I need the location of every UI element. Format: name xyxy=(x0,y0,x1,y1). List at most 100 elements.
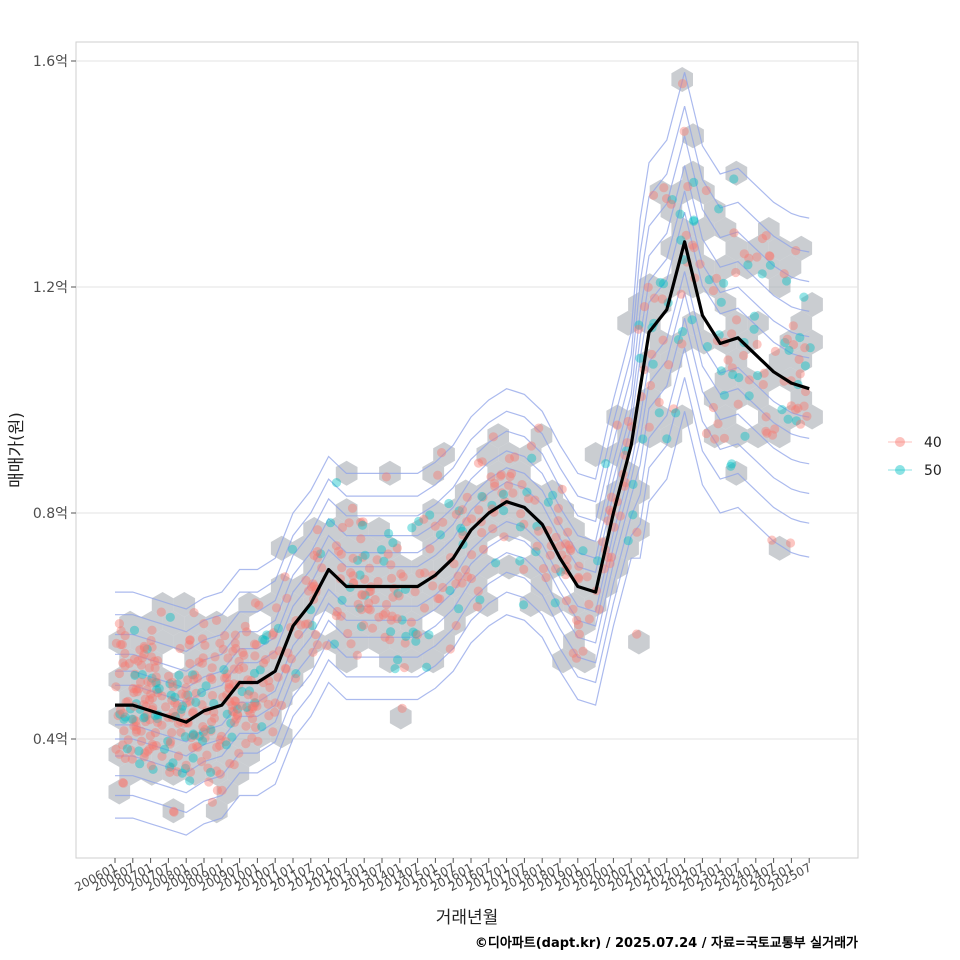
point-series-40 xyxy=(400,638,410,648)
legend-label: 40 xyxy=(924,435,942,451)
point-series-40 xyxy=(233,711,243,721)
point-series-40 xyxy=(222,669,232,679)
point-series-40 xyxy=(764,251,775,261)
point-series-40 xyxy=(300,619,310,629)
point-series-40 xyxy=(203,763,213,773)
point-series-40 xyxy=(791,405,801,415)
point-series-50 xyxy=(522,487,532,497)
point-series-40 xyxy=(131,716,141,726)
point-series-40 xyxy=(394,591,404,601)
point-series-50 xyxy=(260,635,270,645)
hexbin-cell xyxy=(325,592,347,617)
hexbin-cell xyxy=(281,592,304,617)
point-series-40 xyxy=(752,339,762,349)
point-series-50 xyxy=(170,692,180,702)
point-series-40 xyxy=(332,606,342,617)
hexbin-cell xyxy=(801,404,823,430)
point-series-40 xyxy=(140,748,150,758)
point-series-40 xyxy=(303,586,314,596)
point-series-40 xyxy=(245,709,255,719)
hexbin-cell xyxy=(714,404,737,430)
point-series-40 xyxy=(152,677,162,688)
point-series-50 xyxy=(782,276,792,286)
hexbin-cell xyxy=(574,648,596,674)
point-series-40 xyxy=(648,190,659,200)
point-series-50 xyxy=(411,636,421,646)
point-series-40 xyxy=(336,549,346,559)
point-series-40 xyxy=(212,785,222,796)
point-series-50 xyxy=(331,478,342,488)
point-series-40 xyxy=(605,505,615,515)
point-series-40 xyxy=(225,759,235,769)
point-series-40 xyxy=(120,661,130,671)
point-series-40 xyxy=(632,629,642,639)
point-series-40 xyxy=(606,552,617,562)
point-series-40 xyxy=(153,688,163,698)
point-series-50 xyxy=(791,416,802,426)
point-series-50 xyxy=(601,459,611,469)
point-series-50 xyxy=(634,320,644,330)
point-series-40 xyxy=(128,683,138,694)
point-series-50 xyxy=(527,453,537,463)
point-series-40 xyxy=(331,541,341,551)
density-contour-line xyxy=(115,190,810,689)
point-series-40 xyxy=(381,472,391,482)
point-series-40 xyxy=(167,695,177,706)
point-series-50 xyxy=(120,712,130,722)
point-series-40 xyxy=(317,563,327,573)
point-series-40 xyxy=(633,324,644,334)
point-series-50 xyxy=(435,530,445,540)
hexbin-cell xyxy=(476,517,499,542)
point-series-50 xyxy=(379,556,389,566)
point-series-40 xyxy=(207,663,217,673)
point-series-40 xyxy=(683,181,693,192)
point-series-50 xyxy=(219,665,229,675)
point-series-50 xyxy=(142,644,152,654)
point-series-40 xyxy=(139,752,149,762)
point-series-50 xyxy=(148,764,158,775)
point-series-50 xyxy=(237,686,247,697)
point-series-40 xyxy=(251,640,261,650)
x-axis: 2006012006072007012007072008012008072009… xyxy=(72,858,814,894)
hexbin-cell xyxy=(216,629,239,655)
point-series-40 xyxy=(157,691,167,701)
point-series-40 xyxy=(231,643,241,654)
point-series-50 xyxy=(702,342,713,352)
point-series-40 xyxy=(224,682,234,693)
point-series-40 xyxy=(207,797,217,807)
point-series-40 xyxy=(534,526,544,536)
point-series-40 xyxy=(343,628,353,639)
point-series-40 xyxy=(181,683,191,693)
point-series-50 xyxy=(357,520,368,530)
hexbin-cell xyxy=(433,629,455,655)
point-series-40 xyxy=(564,540,574,550)
point-series-50 xyxy=(749,324,759,334)
point-series-40 xyxy=(632,527,642,537)
point-series-50 xyxy=(206,724,216,735)
hexbin-cell xyxy=(790,310,813,336)
hexbin-cell xyxy=(758,254,780,280)
point-series-40 xyxy=(582,572,592,582)
point-series-50 xyxy=(673,335,684,345)
hexbin-cell xyxy=(400,648,423,674)
point-series-40 xyxy=(555,541,565,551)
point-series-40 xyxy=(415,568,425,579)
point-series-40 xyxy=(398,572,408,582)
hexbin-cell xyxy=(444,498,466,524)
point-series-40 xyxy=(193,742,203,752)
point-series-40 xyxy=(116,640,126,650)
point-series-40 xyxy=(466,573,476,584)
hexbin-cell xyxy=(454,517,477,542)
point-series-40 xyxy=(785,538,796,548)
hexbin-cell xyxy=(563,629,585,655)
point-series-40 xyxy=(115,705,126,715)
point-series-40 xyxy=(301,575,311,586)
point-series-40 xyxy=(433,470,443,480)
point-series-40 xyxy=(435,594,445,604)
point-series-50 xyxy=(477,491,487,502)
point-series-40 xyxy=(729,228,739,238)
point-series-50 xyxy=(360,550,370,560)
point-series-50 xyxy=(662,434,672,444)
hexbin-cell xyxy=(162,798,185,824)
point-series-40 xyxy=(504,480,514,490)
